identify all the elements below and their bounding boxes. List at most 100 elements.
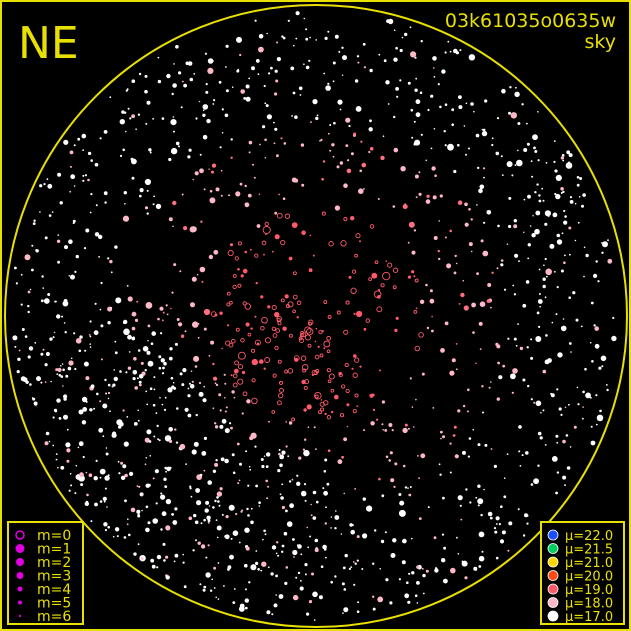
star [406,581,409,584]
star [233,588,236,590]
brightness-swatch [547,610,559,622]
star [320,138,323,141]
star [83,361,89,367]
star [454,454,459,459]
star [202,104,209,110]
star [323,490,328,496]
star [208,354,211,357]
star [70,274,75,280]
star [453,271,457,275]
star [82,174,85,177]
star [513,337,517,341]
star [299,94,302,96]
star [566,150,571,155]
star [123,191,128,195]
star [155,502,158,505]
star [161,319,164,322]
star [414,56,417,59]
star [105,452,109,456]
star [279,387,284,393]
star [212,362,215,366]
magnitude-legend-item: m=0 [15,528,71,544]
star [601,365,604,368]
star [262,225,271,235]
star [212,103,215,105]
star [451,123,455,126]
star [568,153,573,158]
star [79,335,83,339]
star [515,86,517,89]
star [348,275,352,279]
star [287,368,294,374]
star [409,486,412,488]
star [237,241,242,246]
star [318,595,323,600]
star [345,117,351,123]
star [413,229,417,232]
star [280,298,285,303]
star [495,342,499,346]
star [341,384,346,389]
star [553,140,556,143]
star [381,494,385,498]
star [303,449,310,457]
star [190,495,193,498]
star [593,273,598,278]
star [146,212,149,215]
star [458,105,463,110]
star [213,587,216,589]
star [322,544,327,550]
star [402,427,408,434]
star [171,513,175,516]
star [270,572,274,576]
star [557,352,563,358]
star [33,219,36,222]
star [317,345,320,348]
star [156,554,162,560]
star [564,254,566,257]
star [44,363,48,367]
star [73,144,76,147]
star [500,259,504,262]
star [353,583,356,586]
star [590,301,594,305]
star [572,291,576,295]
star [200,220,203,223]
magnitude-legend-item: m=5 [18,596,71,612]
star [126,523,129,526]
star [414,594,418,597]
star [314,391,322,400]
star [362,497,366,501]
star [260,325,265,331]
star [22,377,28,383]
star [479,348,482,350]
star [43,298,50,304]
star [453,169,457,174]
star [542,369,547,374]
magnitude-marker [18,600,22,605]
star [320,407,325,412]
star [323,400,329,406]
star [291,478,294,481]
star [395,46,398,50]
star [34,342,37,344]
star [537,431,542,436]
star [255,550,258,552]
star [201,280,204,283]
star [433,536,437,540]
star [137,543,140,546]
star [479,301,486,308]
star [468,437,472,440]
star [192,549,195,552]
star [224,410,227,413]
star [385,80,390,85]
star [391,429,394,432]
star [259,359,264,364]
star [341,455,344,459]
star [131,79,136,83]
star [264,533,267,536]
star [296,474,299,477]
star [304,326,312,334]
